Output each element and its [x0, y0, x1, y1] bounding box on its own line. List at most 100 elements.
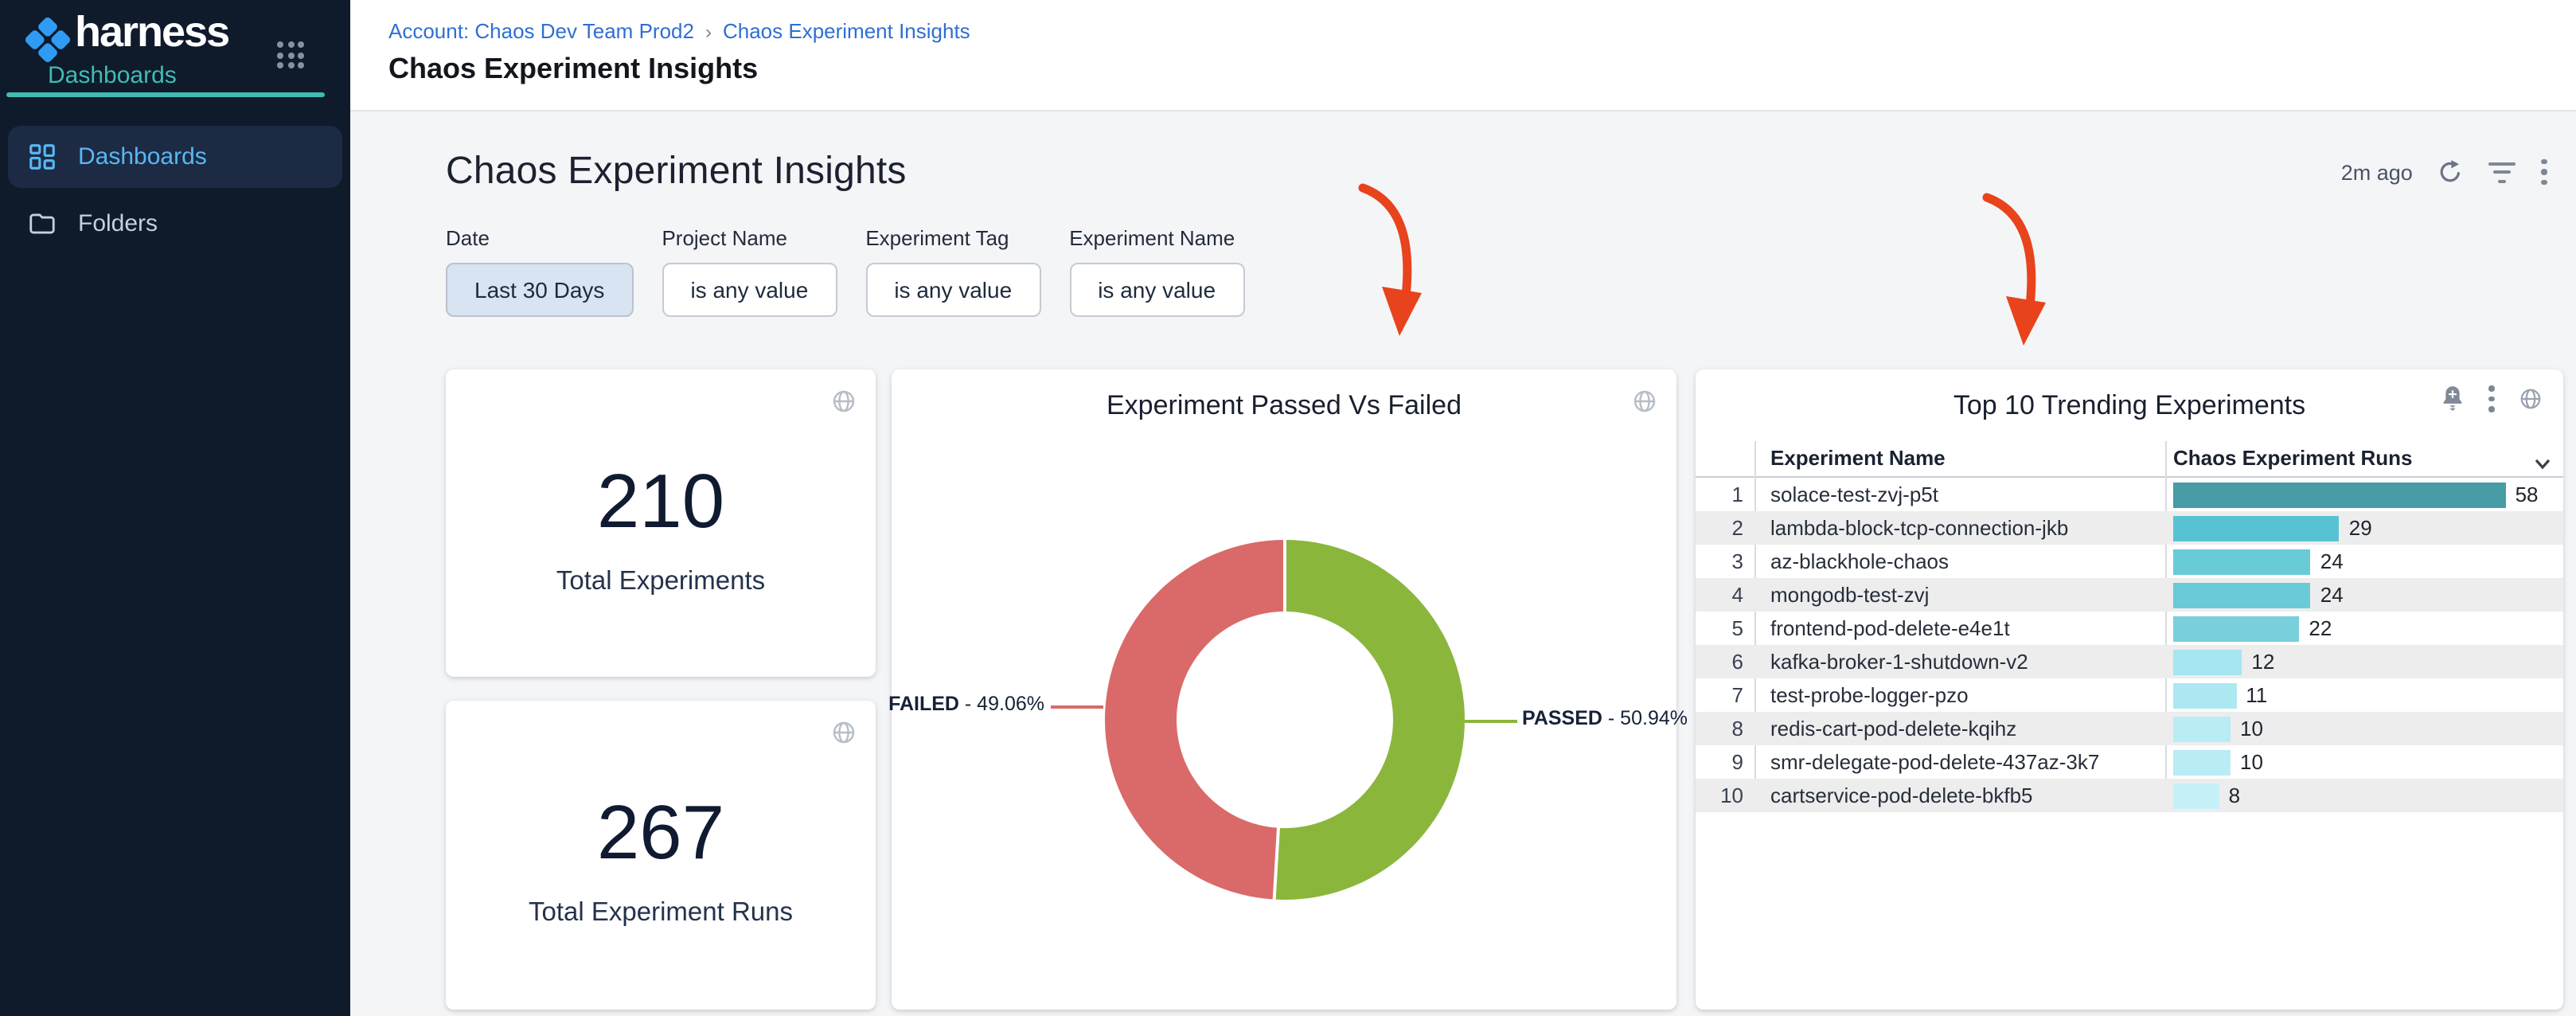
table-row[interactable]: 2 lambda-block-tcp-connection-jkb 29 [1696, 511, 2563, 545]
runs-bar-cell: 10 [2173, 749, 2263, 775]
dashboard-heading: Chaos Experiment Insights [446, 150, 907, 193]
sidebar-item-label: Folders [78, 209, 158, 236]
filter-label: Date [446, 226, 490, 250]
breadcrumb-current-link[interactable]: Chaos Experiment Insights [722, 19, 970, 43]
donut-hole [1177, 612, 1393, 828]
runs-bar [2173, 749, 2231, 775]
donut-chart[interactable] [1105, 540, 1465, 900]
runs-bar [2173, 615, 2300, 641]
table-row[interactable]: 6 kafka-broker-1-shutdown-v2 12 [1696, 645, 2563, 678]
runs-bar-cell: 10 [2173, 716, 2263, 741]
apps-grid-icon[interactable] [277, 41, 304, 68]
row-rank: 2 [1731, 516, 1743, 540]
column-header-experiment-name[interactable]: Experiment Name [1770, 446, 1946, 470]
runs-bar [2173, 582, 2311, 608]
row-rank: 1 [1731, 483, 1743, 506]
runs-value: 8 [2228, 783, 2241, 807]
row-rank: 8 [1731, 717, 1743, 741]
sidebar-item-label: Dashboards [78, 143, 207, 170]
runs-value: 22 [2309, 616, 2332, 640]
runs-bar-cell: 8 [2173, 783, 2240, 808]
runs-bar [2173, 549, 2311, 574]
dashboard-content: Chaos Experiment Insights 2m ago Date Las… [350, 111, 2576, 1016]
table-card-icons [2441, 385, 2542, 412]
row-rank: 3 [1731, 549, 1743, 573]
dashboard-menu-icon[interactable] [2541, 158, 2547, 186]
runs-bar-cell: 24 [2173, 582, 2344, 608]
tile-menu-icon[interactable] [2488, 385, 2495, 412]
runs-value: 12 [2251, 650, 2275, 674]
row-rank: 6 [1731, 650, 1743, 674]
runs-value: 29 [2348, 516, 2372, 540]
red-arrow-annotation [1982, 193, 2046, 346]
filter-value-button[interactable]: is any value [662, 263, 837, 317]
folder-icon [25, 207, 57, 239]
experiment-name-cell: solace-test-zvj-p5t [1770, 483, 1938, 506]
table-row[interactable]: 1 solace-test-zvj-p5t 58 [1696, 478, 2563, 511]
alert-bell-icon[interactable] [2441, 386, 2465, 412]
red-arrow-annotation [1358, 183, 1422, 336]
experiment-name-cell: test-probe-logger-pzo [1770, 683, 1969, 707]
table-header-row: Experiment Name Chaos Experiment Runs [1696, 441, 2563, 478]
harness-logo-icon [23, 15, 72, 64]
row-rank: 10 [1720, 783, 1743, 807]
runs-value: 11 [2246, 683, 2268, 707]
breadcrumb-account-link[interactable]: Account: Chaos Dev Team Prod2 [388, 19, 694, 43]
filter-group-project-name: Project Name is any value [662, 226, 837, 317]
filters-row: Date Last 30 Days Project Name is any value… [446, 226, 1245, 317]
top-header: Account: Chaos Dev Team Prod2 › Chaos Expe… [350, 0, 2576, 111]
sidebar-item-folders[interactable]: Folders [8, 196, 342, 250]
table-row[interactable]: 4 mongodb-test-zvj 24 [1696, 578, 2563, 612]
breadcrumb: Account: Chaos Dev Team Prod2 › Chaos Expe… [388, 19, 970, 43]
filter-group-experiment-tag: Experiment Tag is any value [865, 226, 1041, 317]
globe-icon[interactable] [1632, 389, 1657, 414]
filter-value-button[interactable]: is any value [1069, 263, 1245, 317]
runs-value: 10 [2240, 717, 2263, 741]
runs-bar [2173, 649, 2242, 674]
table-row[interactable]: 10 cartservice-pod-delete-bkfb5 8 [1696, 779, 2563, 812]
failed-slice-label: FAILED - 49.06% [888, 693, 1044, 715]
globe-icon[interactable] [831, 720, 857, 745]
total-experiments-card: 210 Total Experiments [446, 369, 876, 677]
filter-label: Experiment Name [1069, 226, 1235, 250]
filter-icon[interactable] [2488, 162, 2516, 182]
filter-value-button[interactable]: Last 30 Days [446, 263, 634, 317]
runs-bar [2173, 682, 2237, 708]
passed-leader-line [1465, 720, 1517, 723]
failed-leader-line [1051, 705, 1103, 709]
table-row[interactable]: 5 frontend-pod-delete-e4e1t 22 [1696, 612, 2563, 645]
table-row[interactable]: 7 test-probe-logger-pzo 11 [1696, 678, 2563, 712]
row-rank: 4 [1731, 583, 1743, 607]
module-title: Dashboards [48, 62, 177, 89]
runs-value: 58 [2515, 483, 2539, 506]
runs-value: 24 [2320, 549, 2344, 573]
table-title: Top 10 Trending Experiments [1953, 390, 2306, 420]
module-underline [6, 92, 325, 96]
globe-icon[interactable] [831, 389, 857, 414]
top-trending-experiments-card: Top 10 Trending Experiments Experiment N… [1696, 369, 2563, 1010]
filter-group-experiment-name: Experiment Name is any value [1069, 226, 1245, 317]
refresh-icon[interactable] [2438, 159, 2464, 185]
row-rank: 7 [1731, 683, 1743, 707]
experiment-name-cell: mongodb-test-zvj [1770, 583, 1930, 607]
column-divider [1754, 441, 1756, 812]
sidebar-item-dashboards[interactable]: Dashboards [8, 126, 342, 188]
chevron-down-icon[interactable] [2535, 451, 2551, 475]
row-rank: 5 [1731, 616, 1743, 640]
experiment-name-cell: lambda-block-tcp-connection-jkb [1770, 516, 2069, 540]
donut-chart-title: Experiment Passed Vs Failed [1107, 390, 1462, 420]
experiment-name-cell: redis-cart-pod-delete-kqihz [1770, 717, 2017, 741]
table-row[interactable]: 8 redis-cart-pod-delete-kqihz 10 [1696, 712, 2563, 745]
globe-icon[interactable] [2518, 387, 2542, 411]
metric-label: Total Experiment Runs [529, 898, 793, 927]
dashboard-toolbar: Chaos Experiment Insights 2m ago [446, 147, 2547, 197]
filter-label: Project Name [662, 226, 787, 250]
table-row[interactable]: 3 az-blackhole-chaos 24 [1696, 545, 2563, 578]
passed-vs-failed-card: Experiment Passed Vs Failed FAILED - 49.… [888, 369, 1688, 1010]
column-header-chaos-experiment-runs[interactable]: Chaos Experiment Runs [2173, 446, 2413, 470]
experiment-name-cell: frontend-pod-delete-e4e1t [1770, 616, 2010, 640]
filter-value-button[interactable]: is any value [865, 263, 1041, 317]
table-row[interactable]: 9 smr-delegate-pod-delete-437az-3k7 10 [1696, 745, 2563, 779]
metric-value: 210 [596, 460, 725, 545]
